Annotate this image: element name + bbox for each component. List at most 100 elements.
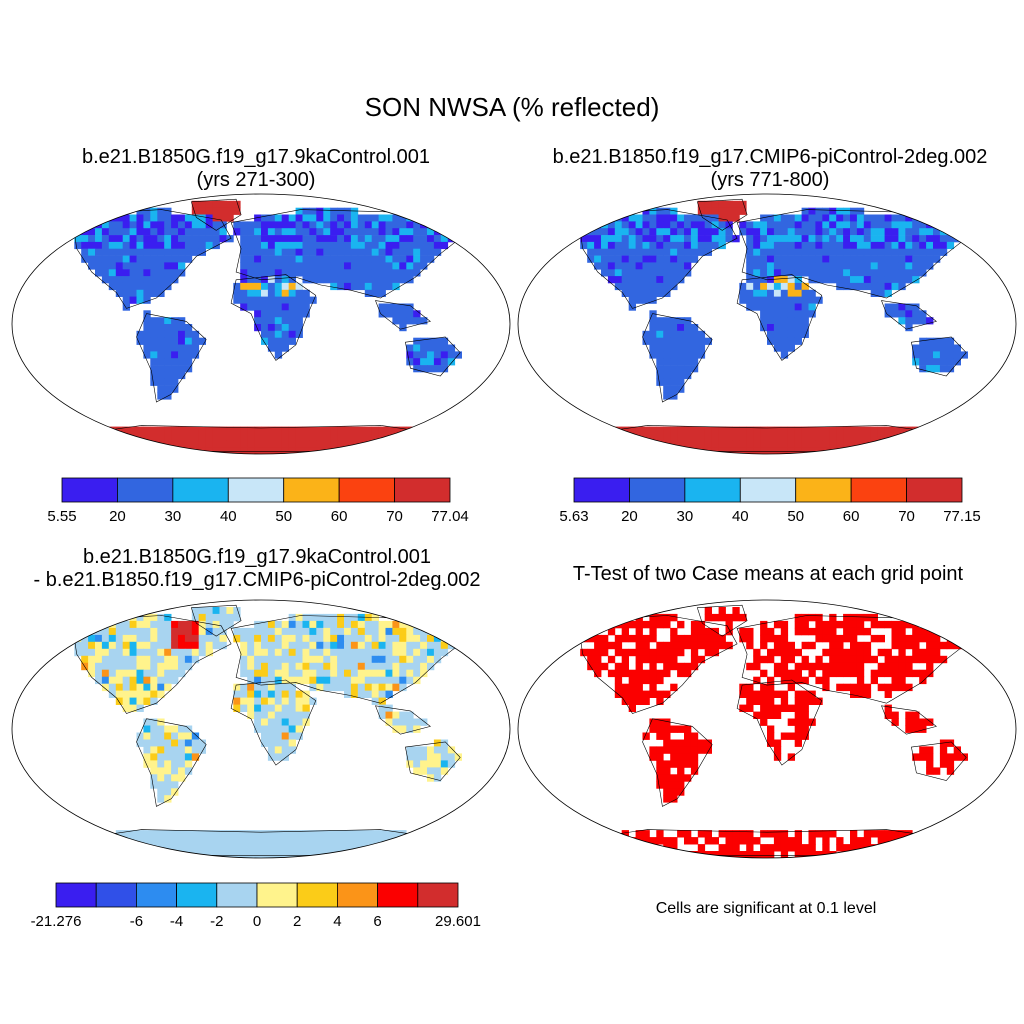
colorbar-swatch: [172, 477, 229, 503]
coastline-seasia: [375, 300, 431, 330]
coastline-seasia: [375, 705, 431, 735]
map-frame: [517, 599, 1017, 859]
colorbar-label: 77.04: [431, 508, 469, 525]
coastline-na: [71, 209, 232, 309]
panel-2-title-line-1: b.e21.B1850.f19_g17.CMIP6-piControl-2deg…: [552, 146, 988, 168]
coastline-na: [577, 209, 738, 309]
colorbar-swatch: [176, 882, 218, 908]
coastline-sa: [642, 718, 713, 807]
coastline-greenland: [190, 198, 242, 231]
coastline-sa: [136, 718, 207, 807]
coastline-greenland: [190, 604, 242, 637]
coastline-sa: [642, 313, 713, 403]
panel-4-title: T-Test of two Case means at each grid po…: [512, 563, 1024, 586]
coastline-seasia: [881, 705, 937, 735]
colorbar-swatch: [573, 477, 630, 503]
colorbar-swatch: [256, 882, 298, 908]
colorbar-swatch: [55, 882, 97, 908]
coastline-africa: [230, 679, 317, 766]
map-cells: [573, 607, 975, 858]
panel-3-title-line-2: - b.e21.B1850.f19_g17.CMIP6-piControl-2d…: [33, 569, 481, 591]
panel-3-title-line-1: b.e21.B1850G.f19_g17.9kaControl.001: [82, 546, 432, 568]
colorbar-label: 0: [253, 913, 261, 930]
map-frame: [11, 599, 511, 859]
colorbar-swatch: [795, 477, 852, 503]
panel-2-title-line-2: (yrs 771-800): [710, 169, 830, 191]
colorbar-label: -2: [210, 913, 223, 930]
coastline-greenland: [696, 604, 748, 637]
map-panel-2: [517, 193, 1017, 455]
colorbar-swatch: [377, 882, 419, 908]
panel-1-title-line-2: (yrs 271-300): [196, 169, 316, 191]
colorbar-swatch: [135, 882, 177, 908]
coastline-australia: [911, 336, 967, 377]
colorbar-label: 40: [220, 508, 237, 525]
colorbar-label: 30: [165, 508, 182, 525]
colorbar-label: 2: [293, 913, 301, 930]
coastline-australia: [911, 741, 967, 781]
coastline-na: [71, 615, 232, 714]
colorbar-label: 6: [373, 913, 381, 930]
colorbar-swatch: [216, 882, 258, 908]
coastline-australia: [405, 741, 461, 781]
colorbar-label: 30: [677, 508, 694, 525]
colorbar-swatch: [739, 477, 797, 503]
colorbar-swatch: [394, 477, 451, 503]
colorbar-swatch: [906, 477, 963, 503]
colorbar-swatch: [95, 882, 137, 908]
coastline-africa: [230, 274, 317, 361]
colorbar-label: 40: [732, 508, 749, 525]
colorbar-swatch: [850, 477, 907, 503]
colorbar-3: -21.276 -6 -4 -2 0 2 4 6 29.601: [31, 882, 481, 930]
panel-4-title-line-1: T-Test of two Case means at each grid po…: [572, 563, 964, 585]
colorbar-label: -21.276: [31, 913, 82, 930]
colorbar-swatch: [417, 882, 459, 908]
map-frame: [11, 193, 511, 455]
colorbar-swatch: [61, 477, 118, 503]
colorbar-swatch: [684, 477, 741, 503]
map-panel-3: [11, 599, 511, 859]
map-panel-1: [11, 193, 511, 455]
colorbar-label: -4: [170, 913, 183, 930]
colorbar-label: 60: [843, 508, 860, 525]
main-title: SON NWSA (% reflected): [364, 92, 660, 122]
colorbar-label: 20: [621, 508, 638, 525]
coastline-africa: [736, 274, 823, 361]
coastline-australia: [405, 336, 461, 377]
colorbar-label: 50: [275, 508, 292, 525]
colorbar-label: 4: [333, 913, 341, 930]
colorbar-swatch: [629, 477, 686, 503]
panel-1-title: b.e21.B1850G.f19_g17.9kaControl.001 (yrs…: [0, 146, 512, 192]
colorbar-label: 77.15: [943, 508, 981, 525]
colorbar-2: 5.63 20 30 40 50 60 70 77.15: [559, 477, 981, 525]
colorbar-swatch: [336, 882, 378, 908]
colorbar-swatch: [227, 477, 285, 503]
coastline-africa: [736, 679, 823, 766]
panel-2-title: b.e21.B1850.f19_g17.CMIP6-piControl-2deg…: [510, 146, 1024, 192]
map-cells: [67, 607, 469, 858]
panel-1-title-line-1: b.e21.B1850G.f19_g17.9kaControl.001: [81, 146, 431, 168]
colorbar-label: 50: [787, 508, 804, 525]
colorbar-swatch: [117, 477, 174, 503]
colorbar-label: 70: [898, 508, 915, 525]
colorbar-label: 5.63: [559, 508, 588, 525]
colorbar-label: -6: [130, 913, 143, 930]
colorbar-swatch: [338, 477, 395, 503]
colorbar-swatch: [296, 882, 338, 908]
panel-3-title: b.e21.B1850G.f19_g17.9kaControl.001 - b.…: [0, 546, 514, 592]
significance-note: Cells are significant at 0.1 level: [655, 900, 877, 917]
map-frame: [517, 193, 1017, 455]
colorbar-label: 20: [109, 508, 126, 525]
colorbar-label: 70: [386, 508, 403, 525]
coastline-seasia: [881, 300, 937, 330]
coastline-na: [577, 615, 738, 714]
colorbar-swatch: [283, 477, 340, 503]
colorbar-label: 60: [331, 508, 348, 525]
colorbar-label: 5.55: [47, 508, 76, 525]
colorbar-label: 29.601: [435, 913, 481, 930]
colorbar-1: 5.55 20 30 40 50 60 70 77.04: [47, 477, 469, 525]
coastline-greenland: [696, 198, 748, 231]
map-panel-4: [517, 599, 1017, 859]
coastline-sa: [136, 313, 207, 403]
